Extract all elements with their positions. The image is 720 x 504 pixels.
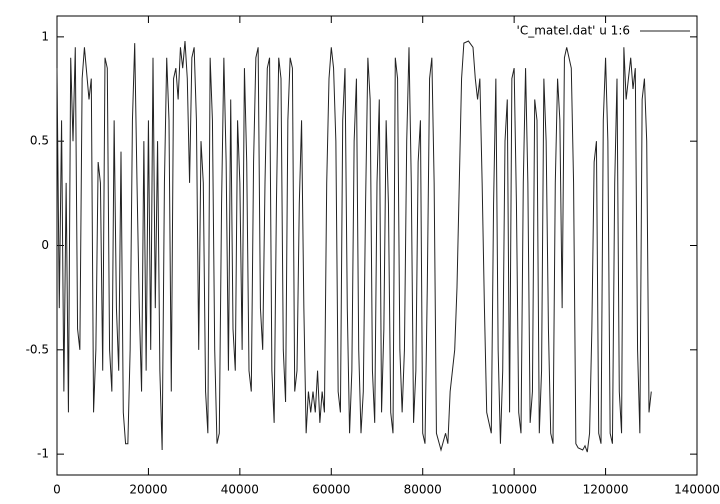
- x-tick-label: 60000: [312, 483, 350, 497]
- x-tick-label: 120000: [583, 483, 629, 497]
- x-tick-label: 80000: [404, 483, 442, 497]
- data-line: [56, 40, 652, 453]
- y-tick-label: -1: [37, 447, 49, 461]
- y-tick-label: -0.5: [26, 342, 49, 356]
- y-tick-label: 1: [41, 29, 49, 43]
- y-tick-label: 0: [41, 238, 49, 252]
- x-tick-label: 100000: [491, 483, 537, 497]
- x-tick-label: 20000: [129, 483, 167, 497]
- legend-label: 'C_matel.dat' u 1:6: [517, 24, 630, 38]
- x-tick-label: 40000: [221, 483, 259, 497]
- x-tick-label: 0: [53, 483, 61, 497]
- y-tick-label: 0.5: [30, 134, 49, 148]
- x-tick-label: 140000: [674, 483, 720, 497]
